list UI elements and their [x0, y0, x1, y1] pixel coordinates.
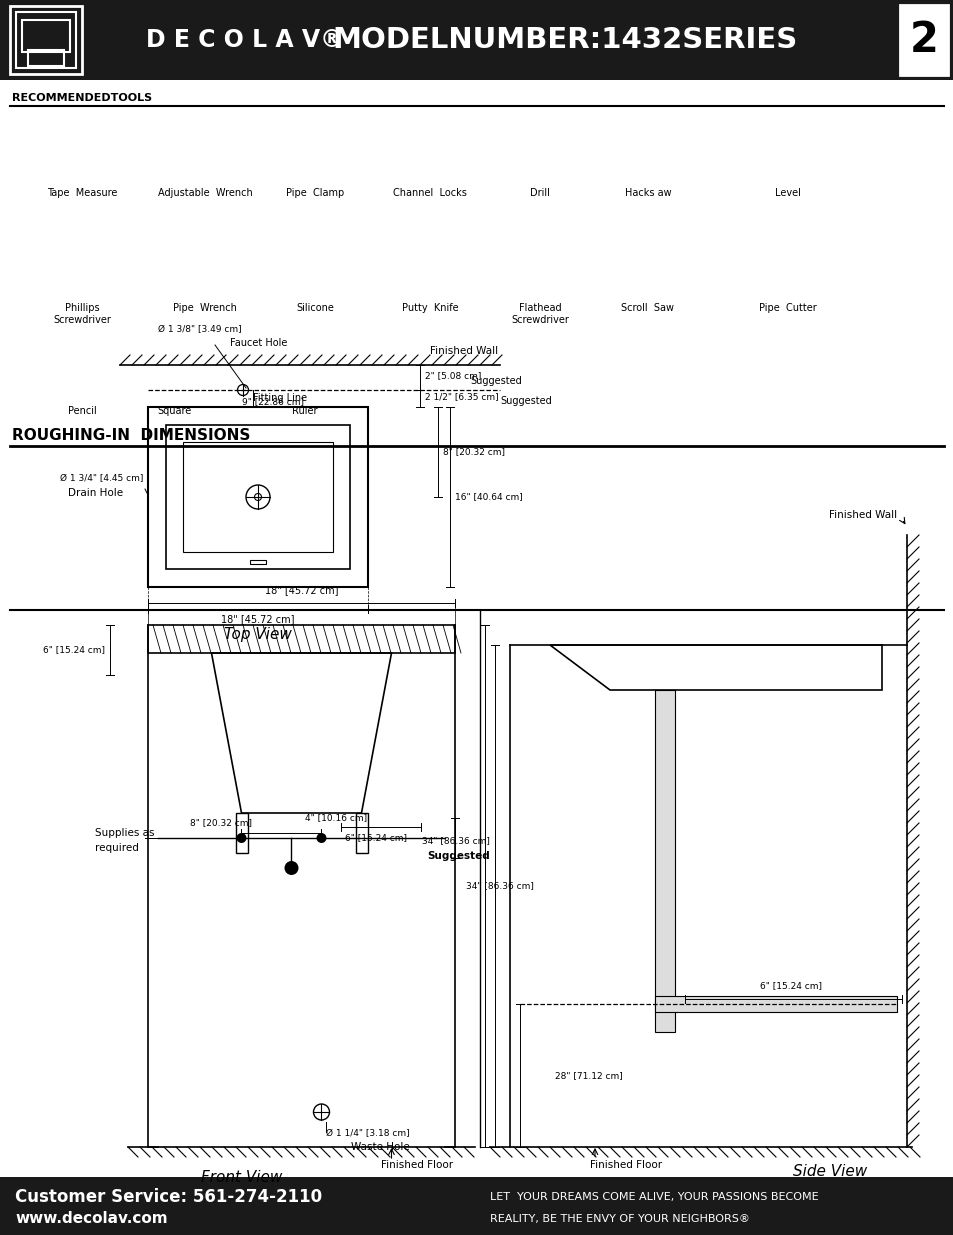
Bar: [655, 690, 675, 1032]
Text: Silicone: Silicone: [295, 303, 334, 312]
Text: Ø 1 3/4" [4.45 cm]: Ø 1 3/4" [4.45 cm]: [60, 474, 143, 483]
Text: 16" [40.64 cm]: 16" [40.64 cm]: [455, 493, 522, 501]
Text: 9" [22.86 cm]: 9" [22.86 cm]: [242, 398, 304, 406]
Text: Finished Wall: Finished Wall: [430, 346, 497, 356]
Text: Waste Hole: Waste Hole: [351, 1142, 410, 1152]
Text: Pencil: Pencil: [68, 406, 96, 416]
Text: 34" [86.36 cm]: 34" [86.36 cm]: [421, 836, 490, 845]
Text: Ø 1 3/8" [3.49 cm]: Ø 1 3/8" [3.49 cm]: [158, 326, 241, 335]
Text: Front View: Front View: [200, 1170, 282, 1184]
Bar: [166, 425, 350, 569]
Bar: [899, 5, 947, 75]
Text: required: required: [95, 844, 139, 853]
Text: Putty  Knife: Putty Knife: [401, 303, 457, 312]
Text: 6" [15.24 cm]: 6" [15.24 cm]: [760, 982, 821, 990]
Text: Suggested: Suggested: [470, 375, 521, 385]
Text: Drill: Drill: [530, 188, 549, 198]
Text: Scroll  Saw: Scroll Saw: [620, 303, 674, 312]
Text: 2" [5.08 cm]: 2" [5.08 cm]: [424, 370, 481, 380]
Text: Ruler: Ruler: [292, 406, 317, 416]
Text: 18" [45.72 cm]: 18" [45.72 cm]: [265, 585, 338, 595]
Bar: [28, 49, 64, 65]
Circle shape: [236, 832, 246, 844]
Text: D E C O L A V®: D E C O L A V®: [146, 28, 343, 52]
Text: Adjustable  Wrench: Adjustable Wrench: [157, 188, 253, 198]
Text: 18" [45.72 cm]: 18" [45.72 cm]: [221, 614, 294, 624]
Text: Fitting Line: Fitting Line: [253, 393, 307, 403]
Circle shape: [316, 832, 326, 844]
Text: 2 1/2" [6.35 cm]: 2 1/2" [6.35 cm]: [424, 391, 498, 401]
Bar: [0, 0, 953, 80]
Text: ROUGHING-IN  DIMENSIONS: ROUGHING-IN DIMENSIONS: [12, 429, 250, 443]
Text: 6" [15.24 cm]: 6" [15.24 cm]: [43, 646, 105, 655]
Text: Suggested: Suggested: [499, 396, 551, 406]
Bar: [655, 995, 896, 1011]
Text: 6" [15.24 cm]: 6" [15.24 cm]: [345, 834, 407, 842]
Text: Flathead
Screwdriver: Flathead Screwdriver: [511, 303, 568, 325]
Bar: [236, 813, 248, 853]
Bar: [148, 625, 455, 653]
Text: MODELNUMBER:1432SERIES: MODELNUMBER:1432SERIES: [332, 26, 797, 54]
Text: 34" [86.36 cm]: 34" [86.36 cm]: [466, 882, 534, 890]
Text: Suggested: Suggested: [427, 851, 490, 861]
Text: Faucet Hole: Faucet Hole: [230, 338, 287, 348]
Text: Pipe  Wrench: Pipe Wrench: [172, 303, 236, 312]
Bar: [183, 442, 333, 552]
Text: Finished Floor: Finished Floor: [589, 1160, 661, 1170]
Text: Finished Wall: Finished Wall: [828, 510, 896, 520]
Text: REALITY, BE THE ENVY OF YOUR NEIGHBORS®: REALITY, BE THE ENVY OF YOUR NEIGHBORS®: [490, 1214, 749, 1224]
Text: Top View: Top View: [224, 627, 292, 642]
Text: Side View: Side View: [792, 1165, 866, 1179]
Text: Channel  Locks: Channel Locks: [393, 188, 466, 198]
Text: 4" [10.16 cm]: 4" [10.16 cm]: [305, 814, 367, 823]
Text: Pipe  Clamp: Pipe Clamp: [286, 188, 344, 198]
Text: Customer Service: 561-274-2110: Customer Service: 561-274-2110: [15, 1188, 322, 1207]
Text: Pipe  Cutter: Pipe Cutter: [759, 303, 816, 312]
Text: Square: Square: [157, 406, 192, 416]
Bar: [16, 12, 76, 68]
Text: LET  YOUR DREAMS COME ALIVE, YOUR PASSIONS BECOME: LET YOUR DREAMS COME ALIVE, YOUR PASSION…: [490, 1192, 818, 1203]
Text: Finished Floor: Finished Floor: [381, 1160, 453, 1170]
Text: Ø 1 1/4" [3.18 cm]: Ø 1 1/4" [3.18 cm]: [326, 1130, 410, 1139]
Text: 8" [20.32 cm]: 8" [20.32 cm]: [442, 447, 504, 457]
Text: Level: Level: [774, 188, 801, 198]
Bar: [0, 1177, 953, 1235]
Bar: [250, 559, 266, 564]
Text: Tape  Measure: Tape Measure: [47, 188, 117, 198]
Text: Phillips
Screwdriver: Phillips Screwdriver: [53, 303, 111, 325]
Bar: [22, 20, 70, 52]
Text: Drain Hole: Drain Hole: [68, 488, 123, 498]
Circle shape: [284, 861, 298, 876]
Text: www.decolav.com: www.decolav.com: [15, 1212, 168, 1226]
Text: Hacks aw: Hacks aw: [624, 188, 671, 198]
Bar: [148, 408, 368, 587]
Text: 2: 2: [908, 19, 938, 61]
Text: 8" [20.32 cm]: 8" [20.32 cm]: [191, 819, 253, 827]
Text: RECOMMENDEDTOOLS: RECOMMENDEDTOOLS: [12, 93, 152, 103]
Text: Supplies as: Supplies as: [95, 827, 154, 839]
Bar: [356, 813, 368, 853]
Bar: [10, 6, 82, 74]
Text: 28" [71.12 cm]: 28" [71.12 cm]: [555, 1071, 622, 1079]
